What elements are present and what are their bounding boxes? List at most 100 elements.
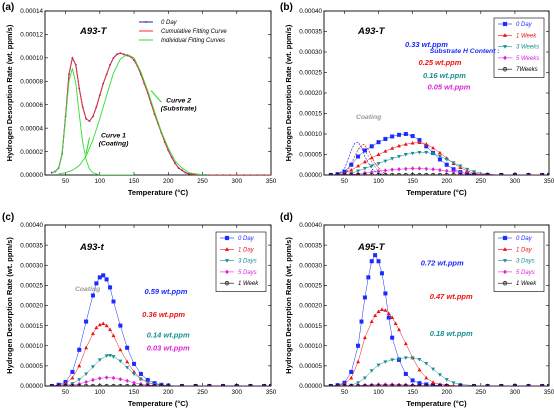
panel-a: (a) 0.00000 0.00002 0.00004 0.00006 0.00008 0.… [2, 2, 277, 197]
x-tick-label: 150 [407, 389, 418, 396]
data-point [125, 359, 130, 364]
legend-entry: 0 Day [238, 236, 255, 242]
series-2 [51, 68, 135, 175]
data-layer-c [49, 273, 271, 386]
y-tick-label: 0.00000 [299, 383, 322, 390]
y-tick-label: 0.00010 [299, 131, 322, 138]
data-point [369, 369, 374, 373]
series-line-3 [58, 53, 210, 175]
data-point [363, 170, 367, 175]
data-point [444, 157, 449, 162]
legend-entry: 0 Day [516, 22, 533, 28]
data-point [84, 372, 89, 376]
x-tick-label: 150 [129, 178, 140, 185]
data-point [366, 275, 371, 280]
data-point [125, 378, 129, 383]
y-axis-label: Hydrogen Desorption Rate (wt. ppm/s) [5, 237, 14, 374]
data-point [108, 327, 113, 332]
coating-label: Coating [75, 286, 101, 293]
data-point [84, 379, 88, 385]
data-point [97, 275, 102, 280]
y-tick-label: 0.00025 [299, 70, 322, 77]
series-line-2 [330, 357, 549, 386]
y-tick-label: 0.00015 [299, 111, 322, 118]
x-tick-label: 300 [510, 389, 521, 396]
x-axis-label: Temperature (°C) [128, 188, 189, 197]
data-point [386, 311, 391, 315]
data-point [138, 377, 143, 382]
x-tick-label: 350 [544, 389, 554, 396]
x-tick-label: 150 [407, 178, 418, 185]
data-point [101, 273, 106, 278]
y-tick-label: 0.00004 [20, 125, 43, 132]
data-point [77, 378, 82, 382]
data-point [458, 164, 463, 169]
legend-marker [502, 259, 508, 263]
data-point [403, 153, 408, 157]
data-point [547, 383, 549, 386]
data-point [403, 371, 408, 376]
data-point [410, 356, 415, 360]
y-tick-label: 0.00035 [299, 242, 322, 249]
y-tick-label: 0.00002 [20, 149, 43, 156]
y-tick-label: 0.00005 [299, 363, 322, 370]
data-point [390, 358, 395, 362]
data-point [132, 361, 137, 366]
data-point [390, 335, 395, 340]
data-point [369, 319, 374, 324]
data-point [410, 134, 415, 139]
y-tick-label: 0.00030 [299, 49, 322, 56]
data-point [424, 166, 429, 172]
panel-letter-d: (d) [280, 212, 293, 223]
data-point [397, 357, 401, 361]
data-point [437, 373, 442, 377]
data-point [369, 259, 374, 264]
panel-c: (c) 0.00000 0.00005 0.00010 0.00015 0.00020 0.… [2, 212, 277, 408]
data-point [97, 358, 102, 362]
x-tick-label: 350 [544, 178, 554, 185]
data-point [417, 166, 422, 171]
data-point [390, 146, 395, 150]
plot-frame-a [44, 10, 272, 176]
x-tick-label: 50 [341, 389, 349, 396]
data-label: 0.33 wt.ppm [405, 40, 448, 49]
legend-a: 0 Day Cumulative Fitting Curve Individual … [139, 20, 227, 44]
y-tick-label: 0.00010 [20, 55, 43, 62]
y-tick-label: 0.00035 [299, 29, 322, 36]
data-point [104, 323, 109, 328]
data-point [362, 159, 367, 164]
data-point [444, 168, 449, 174]
series-line-1 [51, 52, 271, 175]
panel-b: (b) 0.00000 0.00005 0.00010 0.00015 0.00020 0.… [280, 2, 554, 197]
data-point [444, 162, 449, 167]
data-point [356, 343, 361, 348]
annotation-header: Substrate H Content : [430, 48, 500, 55]
y-axis-label: Hydrogen Desorption Rate (wt. ppm/s) [284, 24, 293, 161]
panel-d: (d) 0.00000 0.00005 0.00010 0.00015 0.00020 0.… [280, 212, 554, 408]
annotation-arrow-1 [85, 137, 91, 155]
data-point [386, 315, 391, 320]
legend-entry: 3 Days [238, 259, 257, 265]
legend-b: 0 Day 1 Week 3 Weeks 5 Weeks 7Weeks [493, 17, 545, 78]
data-point [94, 325, 99, 330]
data-point [376, 140, 381, 145]
data-point [417, 151, 422, 155]
data-point [349, 375, 354, 380]
legend-entry: 1 Week [516, 281, 537, 287]
legend-entry: 3 Days [516, 259, 535, 265]
y-tick-label: 0.00040 [299, 8, 322, 15]
data-point [118, 359, 123, 364]
data-point [465, 167, 470, 172]
x-tick-label: 300 [510, 178, 521, 185]
data-point [369, 164, 374, 169]
data-point [410, 140, 415, 145]
x-tick-label: 100 [95, 178, 106, 185]
data-point [397, 167, 401, 172]
legend-marker [503, 269, 507, 275]
series-2 [328, 356, 549, 386]
data-point [362, 295, 367, 300]
y-tick-label: 0.00020 [299, 303, 322, 310]
data-label: 0.16 wt.ppm [423, 71, 466, 80]
data-point [362, 148, 367, 153]
data-point [70, 369, 75, 374]
